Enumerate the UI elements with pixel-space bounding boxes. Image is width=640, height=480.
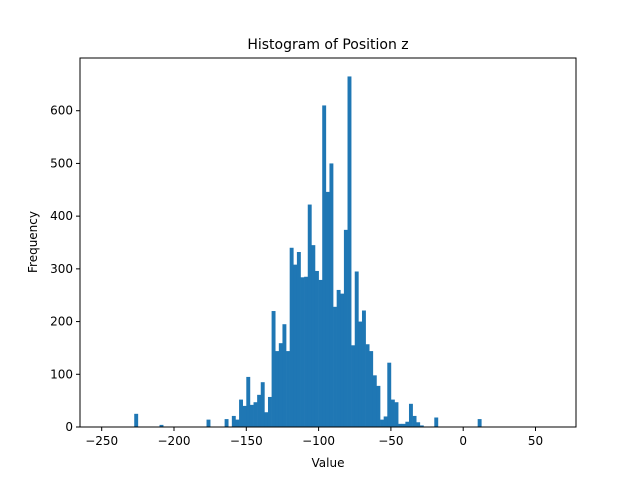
histogram-bar xyxy=(383,416,388,427)
histogram-bar xyxy=(336,289,341,427)
y-tick-label: 100 xyxy=(50,367,73,381)
histogram-bar xyxy=(387,362,392,427)
histogram-bar xyxy=(394,402,399,427)
histogram-bar xyxy=(134,413,139,427)
histogram-bar xyxy=(314,270,319,427)
histogram-bar xyxy=(239,399,243,427)
histogram-bar xyxy=(282,324,287,427)
histogram-bar xyxy=(333,306,337,427)
histogram-bar xyxy=(325,191,330,427)
histogram-bar xyxy=(351,345,356,427)
histogram-bar xyxy=(408,403,413,427)
histogram-bar xyxy=(434,417,439,427)
histogram-bar xyxy=(307,204,312,427)
histogram-bar xyxy=(206,419,211,427)
histogram-bar xyxy=(372,375,377,427)
x-tick-label: −250 xyxy=(85,434,118,448)
x-tick-label: 0 xyxy=(459,434,467,448)
histogram-bar xyxy=(296,251,301,427)
histogram-bar xyxy=(416,422,421,427)
histogram-bar xyxy=(231,415,236,427)
histogram-bar xyxy=(246,376,251,427)
y-tick-label: 200 xyxy=(50,315,73,329)
histogram-bar xyxy=(340,293,345,427)
histogram-bar xyxy=(249,404,254,427)
x-tick-label: 50 xyxy=(528,434,543,448)
histogram-bar xyxy=(257,394,262,427)
histogram-bar xyxy=(318,279,323,427)
y-axis-label: Frequency xyxy=(26,211,40,273)
histogram-bar xyxy=(329,163,334,427)
histogram-bars xyxy=(134,76,482,427)
x-axis-ticks: −250 −200 −150 −100 −50 0 50 xyxy=(85,427,543,448)
histogram-bar xyxy=(365,344,370,427)
histogram-bar xyxy=(361,310,366,427)
histogram-bar xyxy=(354,271,359,427)
histogram-bar xyxy=(159,424,164,427)
histogram-bar xyxy=(278,343,283,427)
y-tick-label: 400 xyxy=(50,209,73,223)
histogram-bar xyxy=(300,277,305,427)
y-tick-label: 600 xyxy=(50,104,73,118)
histogram-bar xyxy=(405,421,410,427)
histogram-bar xyxy=(322,105,327,427)
histogram-bar xyxy=(358,321,363,427)
chart-title: Histogram of Position z xyxy=(247,37,408,53)
x-tick-label: −150 xyxy=(230,434,263,448)
histogram-bar xyxy=(398,423,403,427)
histogram-bar xyxy=(264,412,269,427)
histogram-bar xyxy=(380,419,384,427)
y-tick-label: 0 xyxy=(65,420,73,434)
histogram-bar xyxy=(401,423,406,427)
x-tick-label: −50 xyxy=(378,434,403,448)
x-axis-label: Value xyxy=(312,456,345,470)
y-tick-label: 500 xyxy=(50,156,73,170)
histogram-bar xyxy=(477,419,482,427)
histogram-bar xyxy=(412,415,417,427)
y-tick-label: 300 xyxy=(50,262,73,276)
histogram-bar xyxy=(253,402,258,427)
histogram-bar xyxy=(369,351,374,427)
histogram-bar xyxy=(260,382,265,427)
histogram-bar xyxy=(286,351,290,427)
histogram-bar xyxy=(267,396,272,427)
histogram-bar xyxy=(275,351,280,427)
histogram-bar xyxy=(224,419,229,427)
histogram-bar xyxy=(311,245,316,427)
x-tick-label: −100 xyxy=(302,434,335,448)
histogram-bar xyxy=(419,425,424,427)
x-tick-label: −200 xyxy=(158,434,191,448)
histogram-bar xyxy=(271,311,276,427)
histogram-bar xyxy=(293,264,298,427)
histogram-bar xyxy=(235,419,240,427)
histogram-bar xyxy=(289,247,294,427)
histogram-bar xyxy=(343,229,348,427)
plot-frame xyxy=(79,57,577,428)
histogram-bar xyxy=(347,76,352,427)
histogram-bar xyxy=(242,405,247,427)
histogram-bar xyxy=(390,399,395,427)
y-axis-ticks: 0 100 200 300 400 500 600 xyxy=(50,104,80,434)
histogram-bar xyxy=(376,385,381,427)
histogram-bar xyxy=(304,276,309,427)
